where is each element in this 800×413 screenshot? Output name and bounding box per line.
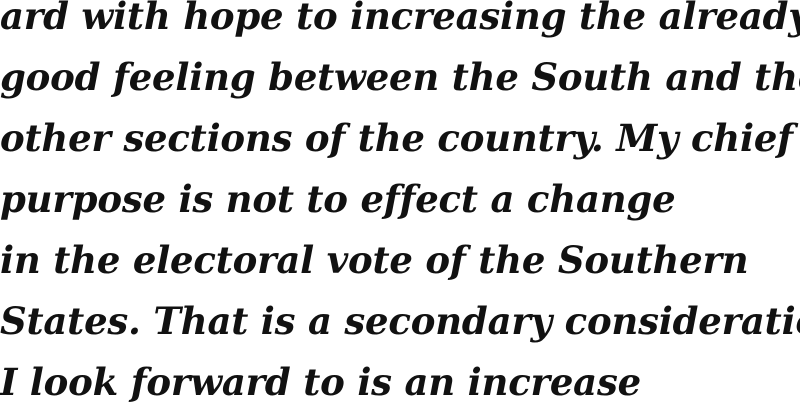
text-line-7: I look forward to is an increase [0,360,641,404]
text-line-1: ard with hope to increasing the already [0,0,800,38]
text-line-4: purpose is not to effect a change [0,177,676,221]
text-line-5: in the electoral vote of the Southern [0,238,749,282]
text-line-2: good feeling between the South and the [0,55,800,99]
text-line-6: States. That is a secondary consideratio… [0,299,800,343]
text-line-3: other sections of the country. My chief [0,116,793,160]
